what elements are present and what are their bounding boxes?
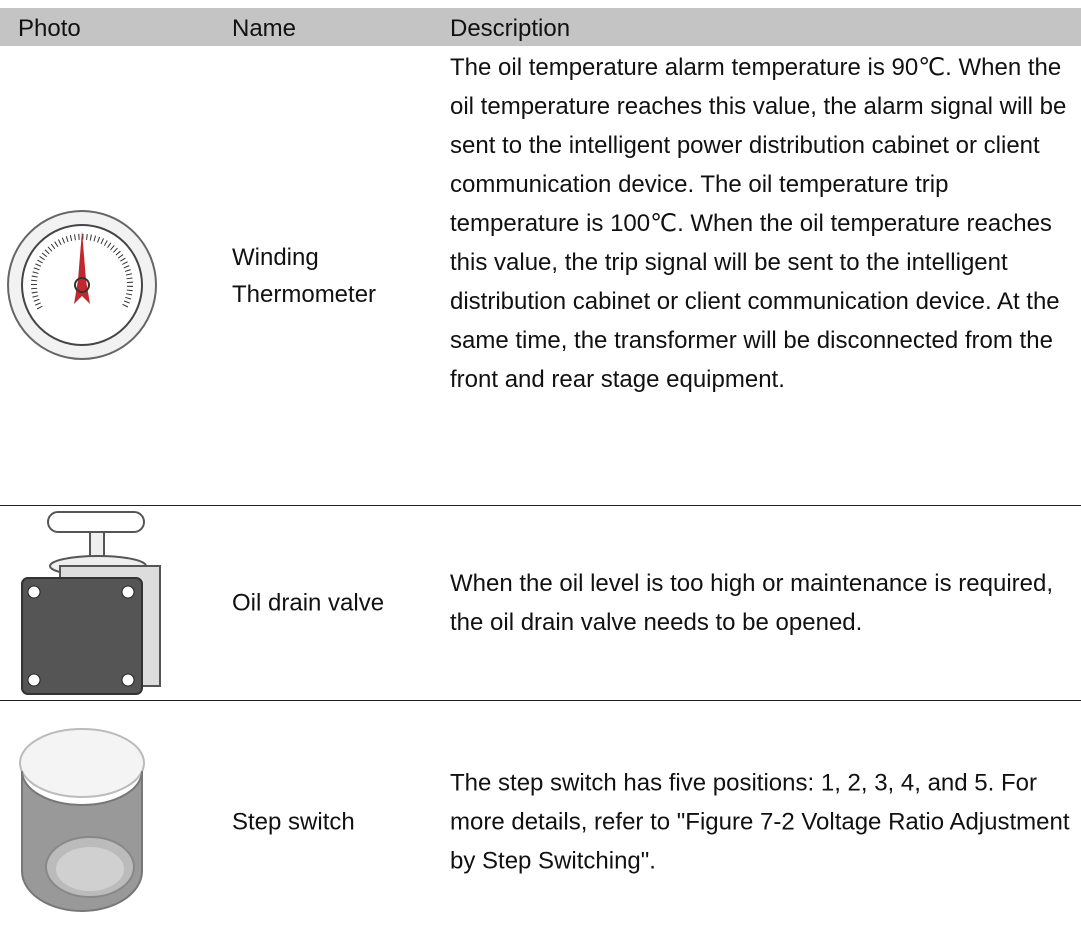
description-cell: The step switch has five positions: 1, 2… bbox=[450, 763, 1080, 880]
description-cell: When the oil level is too high or mainte… bbox=[450, 564, 1080, 642]
table-row: Oil drain valve When the oil level is to… bbox=[0, 506, 1081, 701]
table-row: Step switch The step switch has five pos… bbox=[0, 701, 1081, 942]
name-cell: Winding Thermometer bbox=[232, 239, 442, 313]
name-cell: Step switch bbox=[232, 803, 442, 840]
header-cell: Photo bbox=[18, 14, 218, 44]
name-cell: Oil drain valve bbox=[232, 585, 442, 622]
header-cell: Description bbox=[450, 14, 1080, 44]
description-cell: The oil temperature alarm temperature is… bbox=[450, 48, 1080, 399]
thermometer-photo bbox=[0, 46, 170, 505]
step-switch-photo bbox=[0, 701, 170, 942]
page: Photo Name Description Winding Thermomet… bbox=[0, 0, 1081, 942]
header-row: Photo Name Description bbox=[0, 8, 1081, 46]
table-row: Winding Thermometer The oil temperature … bbox=[0, 46, 1081, 506]
header-cell: Name bbox=[232, 14, 442, 44]
valve-photo bbox=[0, 506, 170, 700]
